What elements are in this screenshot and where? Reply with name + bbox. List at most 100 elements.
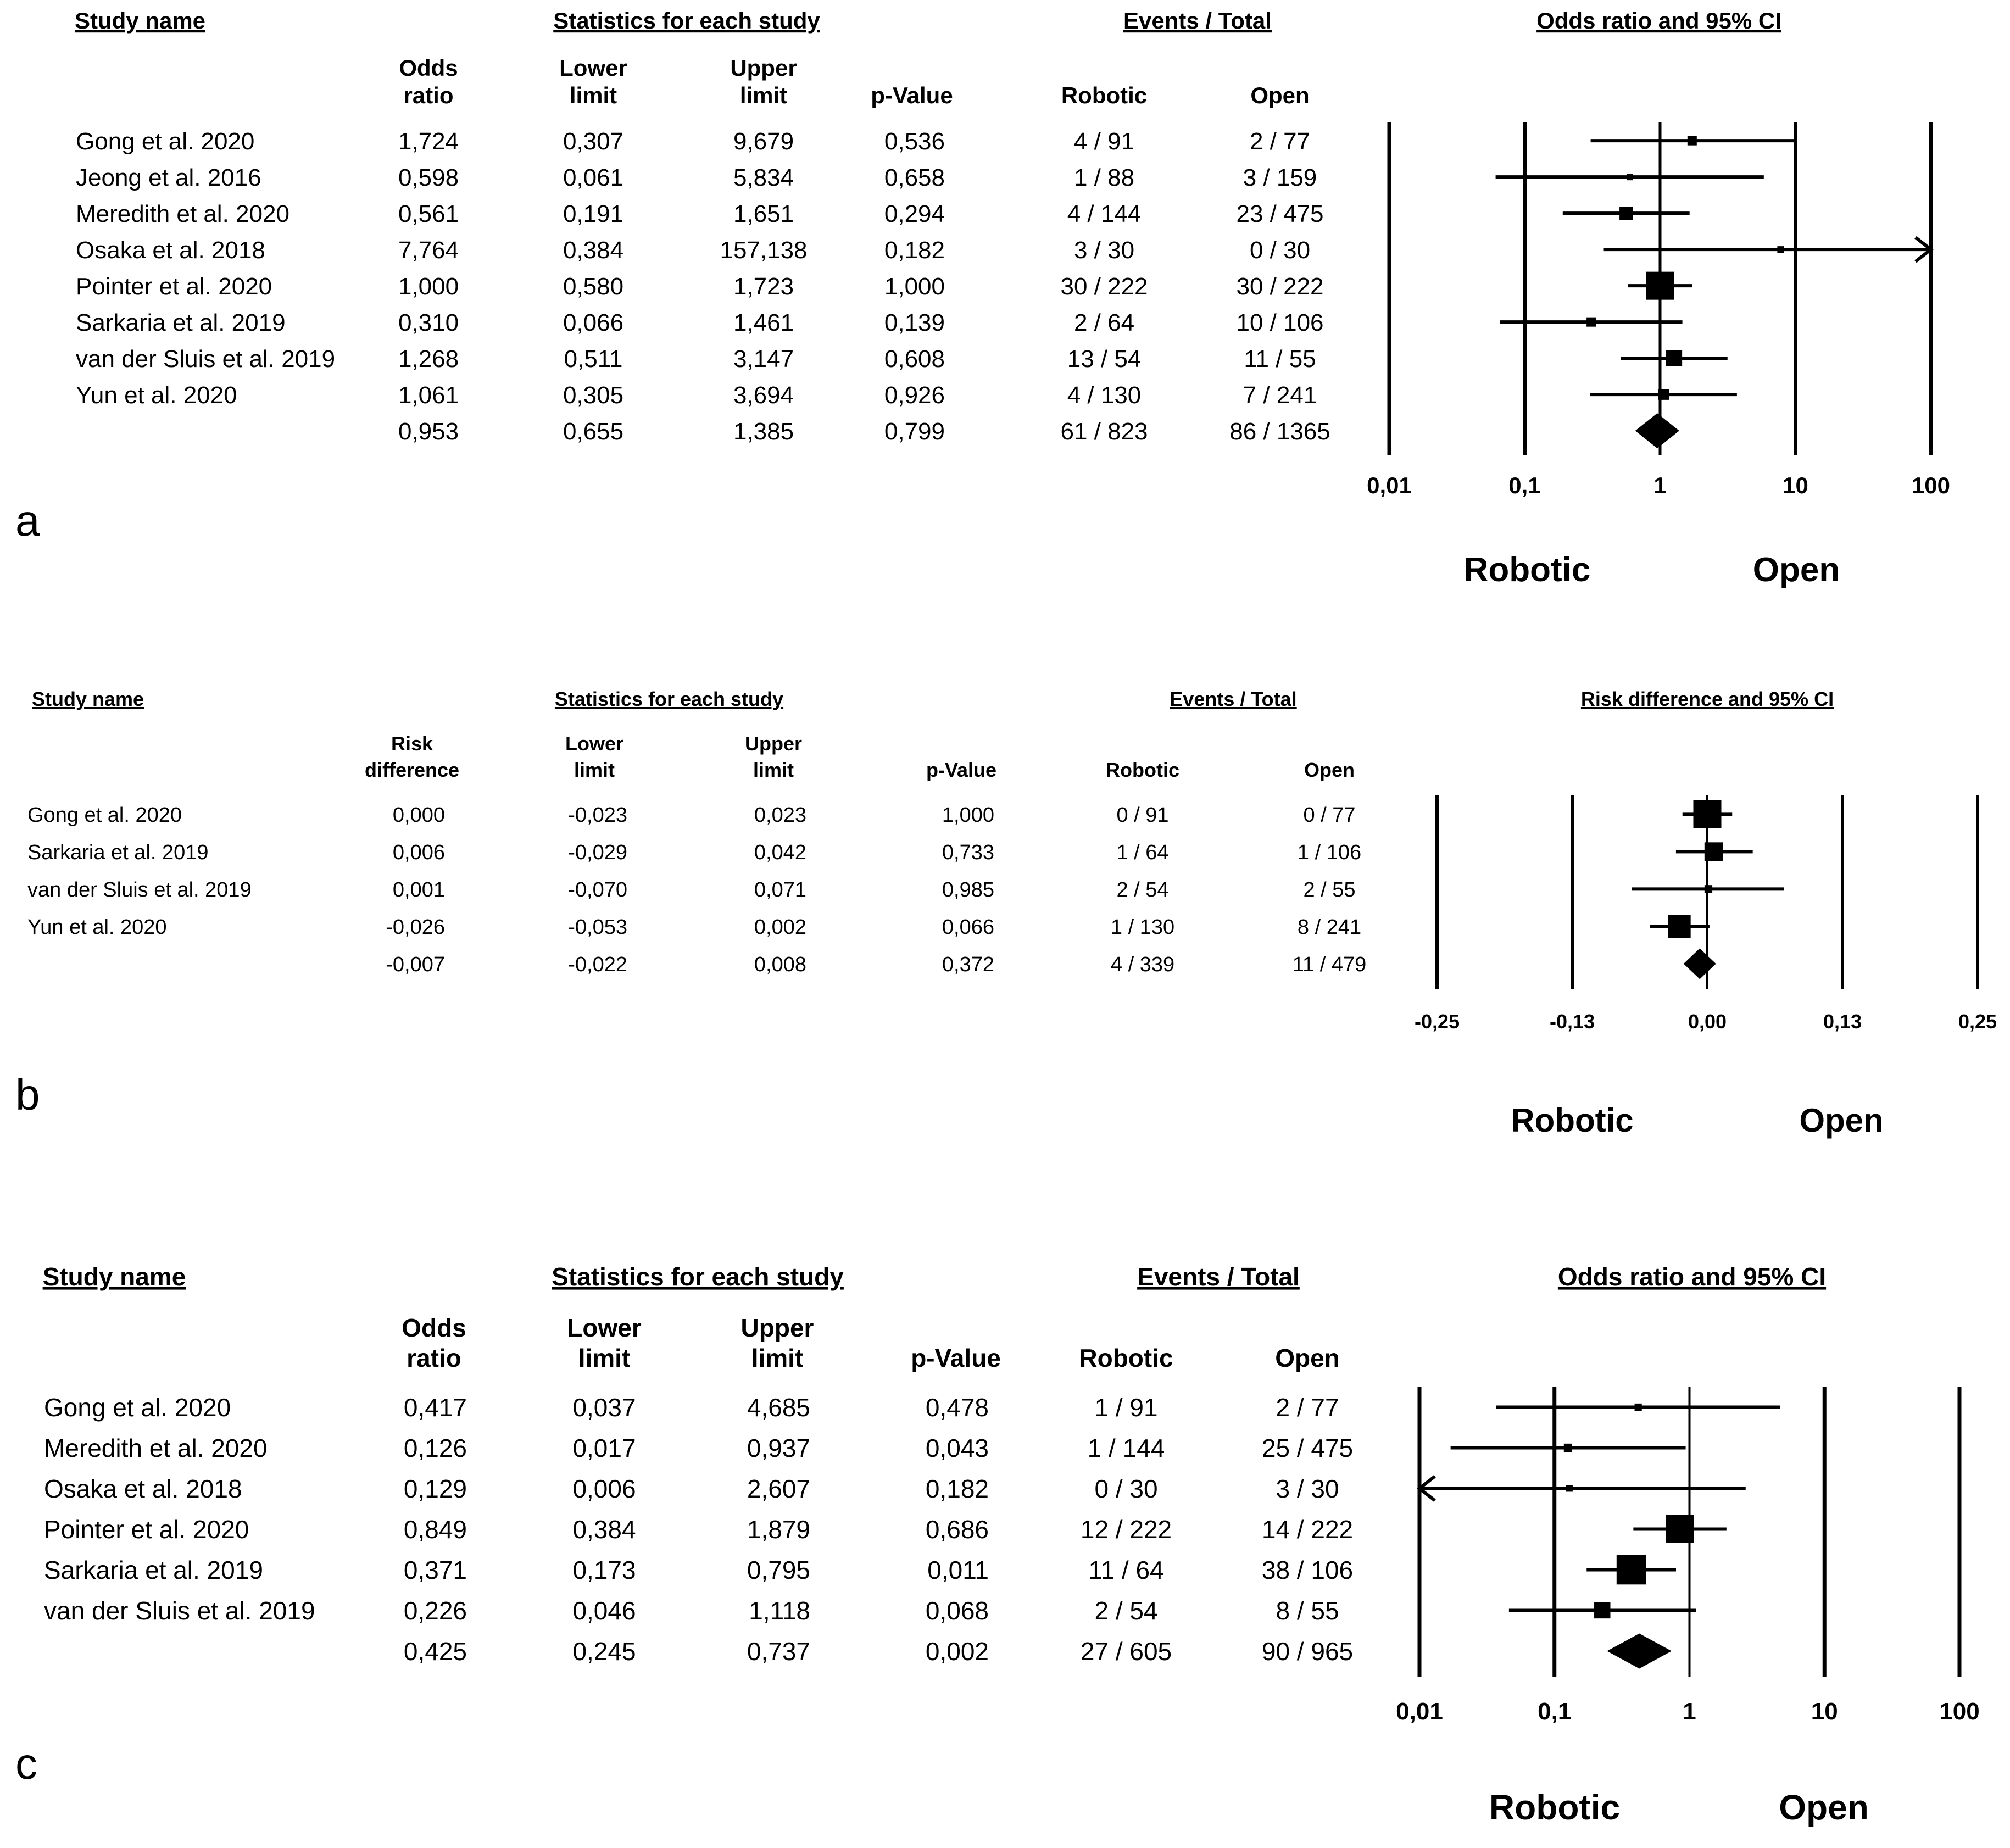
column-header: Open <box>1250 82 1309 108</box>
cell-value: 1,724 <box>398 128 459 155</box>
point-estimate <box>1563 1443 1573 1452</box>
study-name: Gong et al. 2020 <box>27 804 182 827</box>
cell-value: 23 / 475 <box>1236 201 1323 227</box>
point-estimate <box>1777 246 1784 253</box>
cell-value: 0,023 <box>754 804 806 827</box>
cell-value: 0,182 <box>926 1474 989 1503</box>
study-name: Sarkaria et al. 2019 <box>76 309 286 336</box>
cell-value: 9,679 <box>733 128 794 155</box>
plot-header: Risk difference and 95% CI <box>1581 688 1834 710</box>
cell-value: 4 / 130 <box>1067 382 1142 409</box>
summary-value: 0,008 <box>754 953 806 976</box>
column-header: Upper <box>745 732 802 755</box>
cell-value: 0,937 <box>747 1434 810 1462</box>
summary-value: 4 / 339 <box>1111 953 1174 976</box>
column-header: limit <box>751 1344 804 1372</box>
summary-value: 0,953 <box>398 418 459 445</box>
cell-value: 0,006 <box>393 841 445 864</box>
cell-value: 4 / 91 <box>1074 128 1134 155</box>
axis-tick-label: 100 <box>1939 1698 1979 1725</box>
column-header: limit <box>740 82 787 108</box>
study-name: Pointer et al. 2020 <box>44 1515 249 1544</box>
point-estimate <box>1586 317 1596 327</box>
summary-value: -0,022 <box>568 953 627 976</box>
column-header: limit <box>570 82 617 108</box>
column-header: Robotic <box>1079 1344 1173 1372</box>
column-header: Lower <box>565 732 623 755</box>
column-header: limit <box>574 759 615 781</box>
point-estimate <box>1704 842 1723 861</box>
cell-value: 13 / 54 <box>1067 346 1142 372</box>
statistics-header: Statistics for each study <box>552 1262 844 1291</box>
cell-value: 0,006 <box>572 1474 636 1503</box>
cell-value: 157,138 <box>720 237 807 264</box>
cell-value: 2 / 55 <box>1303 878 1355 901</box>
column-header: Risk <box>391 732 433 755</box>
summary-value: 61 / 823 <box>1060 418 1148 445</box>
point-estimate <box>1666 1515 1694 1543</box>
cell-value: 2 / 77 <box>1250 128 1310 155</box>
cell-value: 0,686 <box>926 1515 989 1544</box>
cell-value: 1 / 88 <box>1074 164 1134 191</box>
summary-value: 0,425 <box>404 1637 467 1666</box>
axis-tick-label: 0,1 <box>1508 472 1540 498</box>
favours-open-label: Open <box>1799 1102 1883 1139</box>
point-estimate <box>1634 1403 1642 1411</box>
cell-value: 0,294 <box>884 201 945 227</box>
cell-value: 25 / 475 <box>1262 1434 1353 1462</box>
point-estimate <box>1668 915 1691 938</box>
cell-value: 0,173 <box>572 1556 636 1584</box>
summary-value: 27 / 605 <box>1081 1637 1172 1666</box>
summary-value: -0,007 <box>386 953 445 976</box>
cell-value: 0,371 <box>404 1556 467 1584</box>
ci-arrow-left <box>1417 1475 1436 1502</box>
forest-panel-b: Study name Statistics for each study Event… <box>15 688 1997 1139</box>
cell-value: 8 / 55 <box>1276 1596 1339 1625</box>
cell-value: 5,834 <box>733 164 794 191</box>
cell-value: 0,129 <box>404 1474 467 1503</box>
cell-value: 1,723 <box>733 273 794 300</box>
study-name: van der Sluis et al. 2019 <box>76 346 335 372</box>
cell-value: 1,118 <box>749 1596 810 1625</box>
axis-tick-label: 0,25 <box>1958 1010 1997 1033</box>
cell-value: 0,011 <box>927 1556 989 1584</box>
cell-value: 0,307 <box>563 128 623 155</box>
point-estimate <box>1566 1485 1573 1492</box>
summary-value: 0,245 <box>572 1637 636 1666</box>
cell-value: 0,795 <box>747 1556 810 1584</box>
point-estimate <box>1626 174 1633 181</box>
cell-value: 0,066 <box>563 309 623 336</box>
summary-value: 0,799 <box>884 418 945 445</box>
axis-tick-label: -0,25 <box>1415 1010 1460 1033</box>
cell-value: 3,147 <box>733 346 794 372</box>
summary-value: 86 / 1365 <box>1229 418 1330 445</box>
summary-value: 90 / 965 <box>1262 1637 1353 1666</box>
cell-value: 0,384 <box>572 1515 636 1544</box>
cell-value: 1 / 144 <box>1088 1434 1165 1462</box>
favours-robotic-label: Robotic <box>1489 1788 1620 1827</box>
cell-value: -0,053 <box>568 916 627 939</box>
cell-value: 0,608 <box>884 346 945 372</box>
cell-value: 1,651 <box>733 201 794 227</box>
axis-tick-label: -0,13 <box>1550 1010 1595 1033</box>
cell-value: 2,607 <box>747 1474 810 1503</box>
axis-tick-label: 0,01 <box>1367 472 1412 498</box>
cell-value: 1 / 64 <box>1116 841 1168 864</box>
axis-tick-label: 10 <box>1811 1698 1838 1725</box>
cell-value: 0 / 91 <box>1116 804 1168 827</box>
point-estimate <box>1646 271 1674 300</box>
cell-value: 2 / 64 <box>1074 309 1134 336</box>
study-name: Meredith et al. 2020 <box>44 1434 268 1462</box>
cell-value: 30 / 222 <box>1236 273 1323 300</box>
cell-value: 0,536 <box>884 128 945 155</box>
summary-diamond <box>1607 1633 1672 1669</box>
cell-value: 11 / 64 <box>1088 1556 1163 1584</box>
cell-value: 2 / 54 <box>1116 878 1168 901</box>
cell-value: 0,071 <box>754 878 806 901</box>
summary-value: 0,737 <box>747 1637 810 1666</box>
column-header: difference <box>365 759 459 781</box>
study-name-header: Study name <box>75 8 205 34</box>
panel-letter: a <box>15 496 40 545</box>
cell-value: 0,139 <box>884 309 945 336</box>
